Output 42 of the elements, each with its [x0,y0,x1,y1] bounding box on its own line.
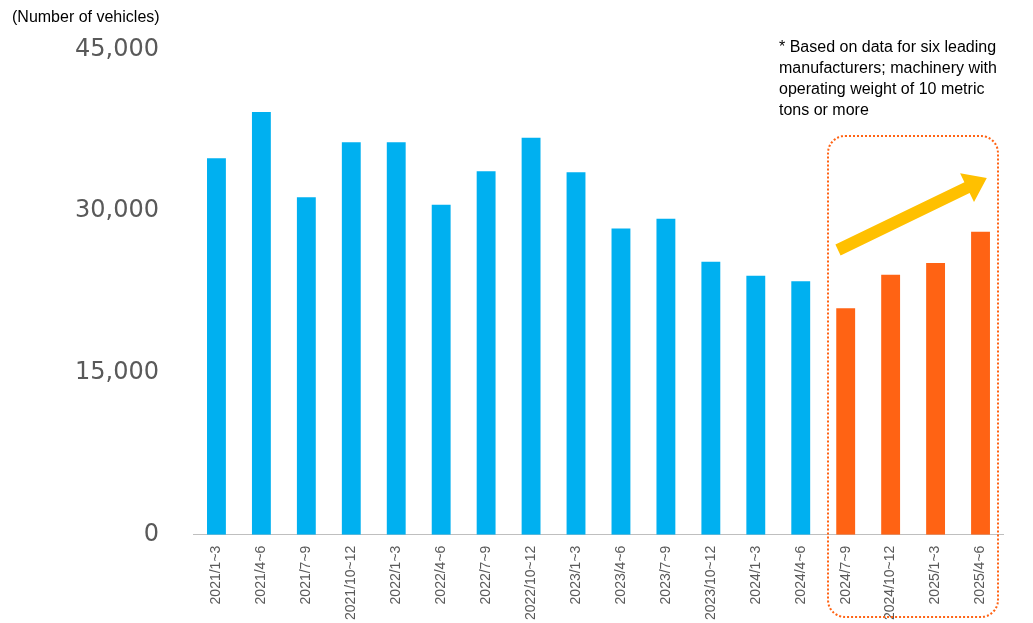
bar [476,171,496,535]
bar [431,204,451,535]
bar [207,158,226,535]
bar [836,308,856,535]
bar [611,228,631,535]
bar [926,262,946,535]
bar [881,274,901,535]
bar [701,261,721,535]
x-tick-label: 2023/4~6 [611,545,628,605]
y-tick-label: 45,000 [74,33,159,62]
x-tick-label: 2025/4~6 [971,545,988,605]
bar [251,111,271,535]
x-tick-label: 2023/1~3 [566,545,583,605]
bar [296,197,316,535]
bar [341,142,361,535]
bar [566,172,586,535]
y-tick-label: 0 [143,518,159,547]
x-tick-label: 2021/4~6 [252,545,269,605]
y-axis-title: (Number of vehicles) [12,8,160,26]
x-tick-label: 2024/7~9 [836,545,853,605]
x-tick-label: 2023/10~12 [701,545,718,620]
x-tick-label: 2025/1~3 [926,545,943,605]
x-tick-label: 2023/7~9 [656,545,673,605]
x-tick-label: 2022/10~12 [521,545,538,620]
x-tick-label: 2024/4~6 [791,545,808,605]
x-tick-label: 2022/1~3 [387,545,404,605]
bar [521,137,541,535]
y-tick-label: 15,000 [74,357,159,386]
annotation: * Based on data for six leading manufacturers; machinery with operating weight of 10 metric tons or more [779,37,998,120]
x-tick-label: 2024/1~3 [746,545,763,605]
bar [971,231,990,535]
x-tick-label: 2022/7~9 [476,545,493,605]
x-tick-label: 2022/4~6 [432,545,449,605]
bar [746,275,766,535]
x-tick-label: 2021/10~12 [342,545,359,620]
y-tick-label: 30,000 [74,195,159,224]
x-tick-label: 2021/7~9 [297,545,314,605]
x-tick-label: 2021/1~3 [207,545,224,605]
bar [656,218,676,535]
x-tick-label: 2024/10~12 [881,545,898,620]
bar [386,142,406,535]
bar [791,281,811,535]
